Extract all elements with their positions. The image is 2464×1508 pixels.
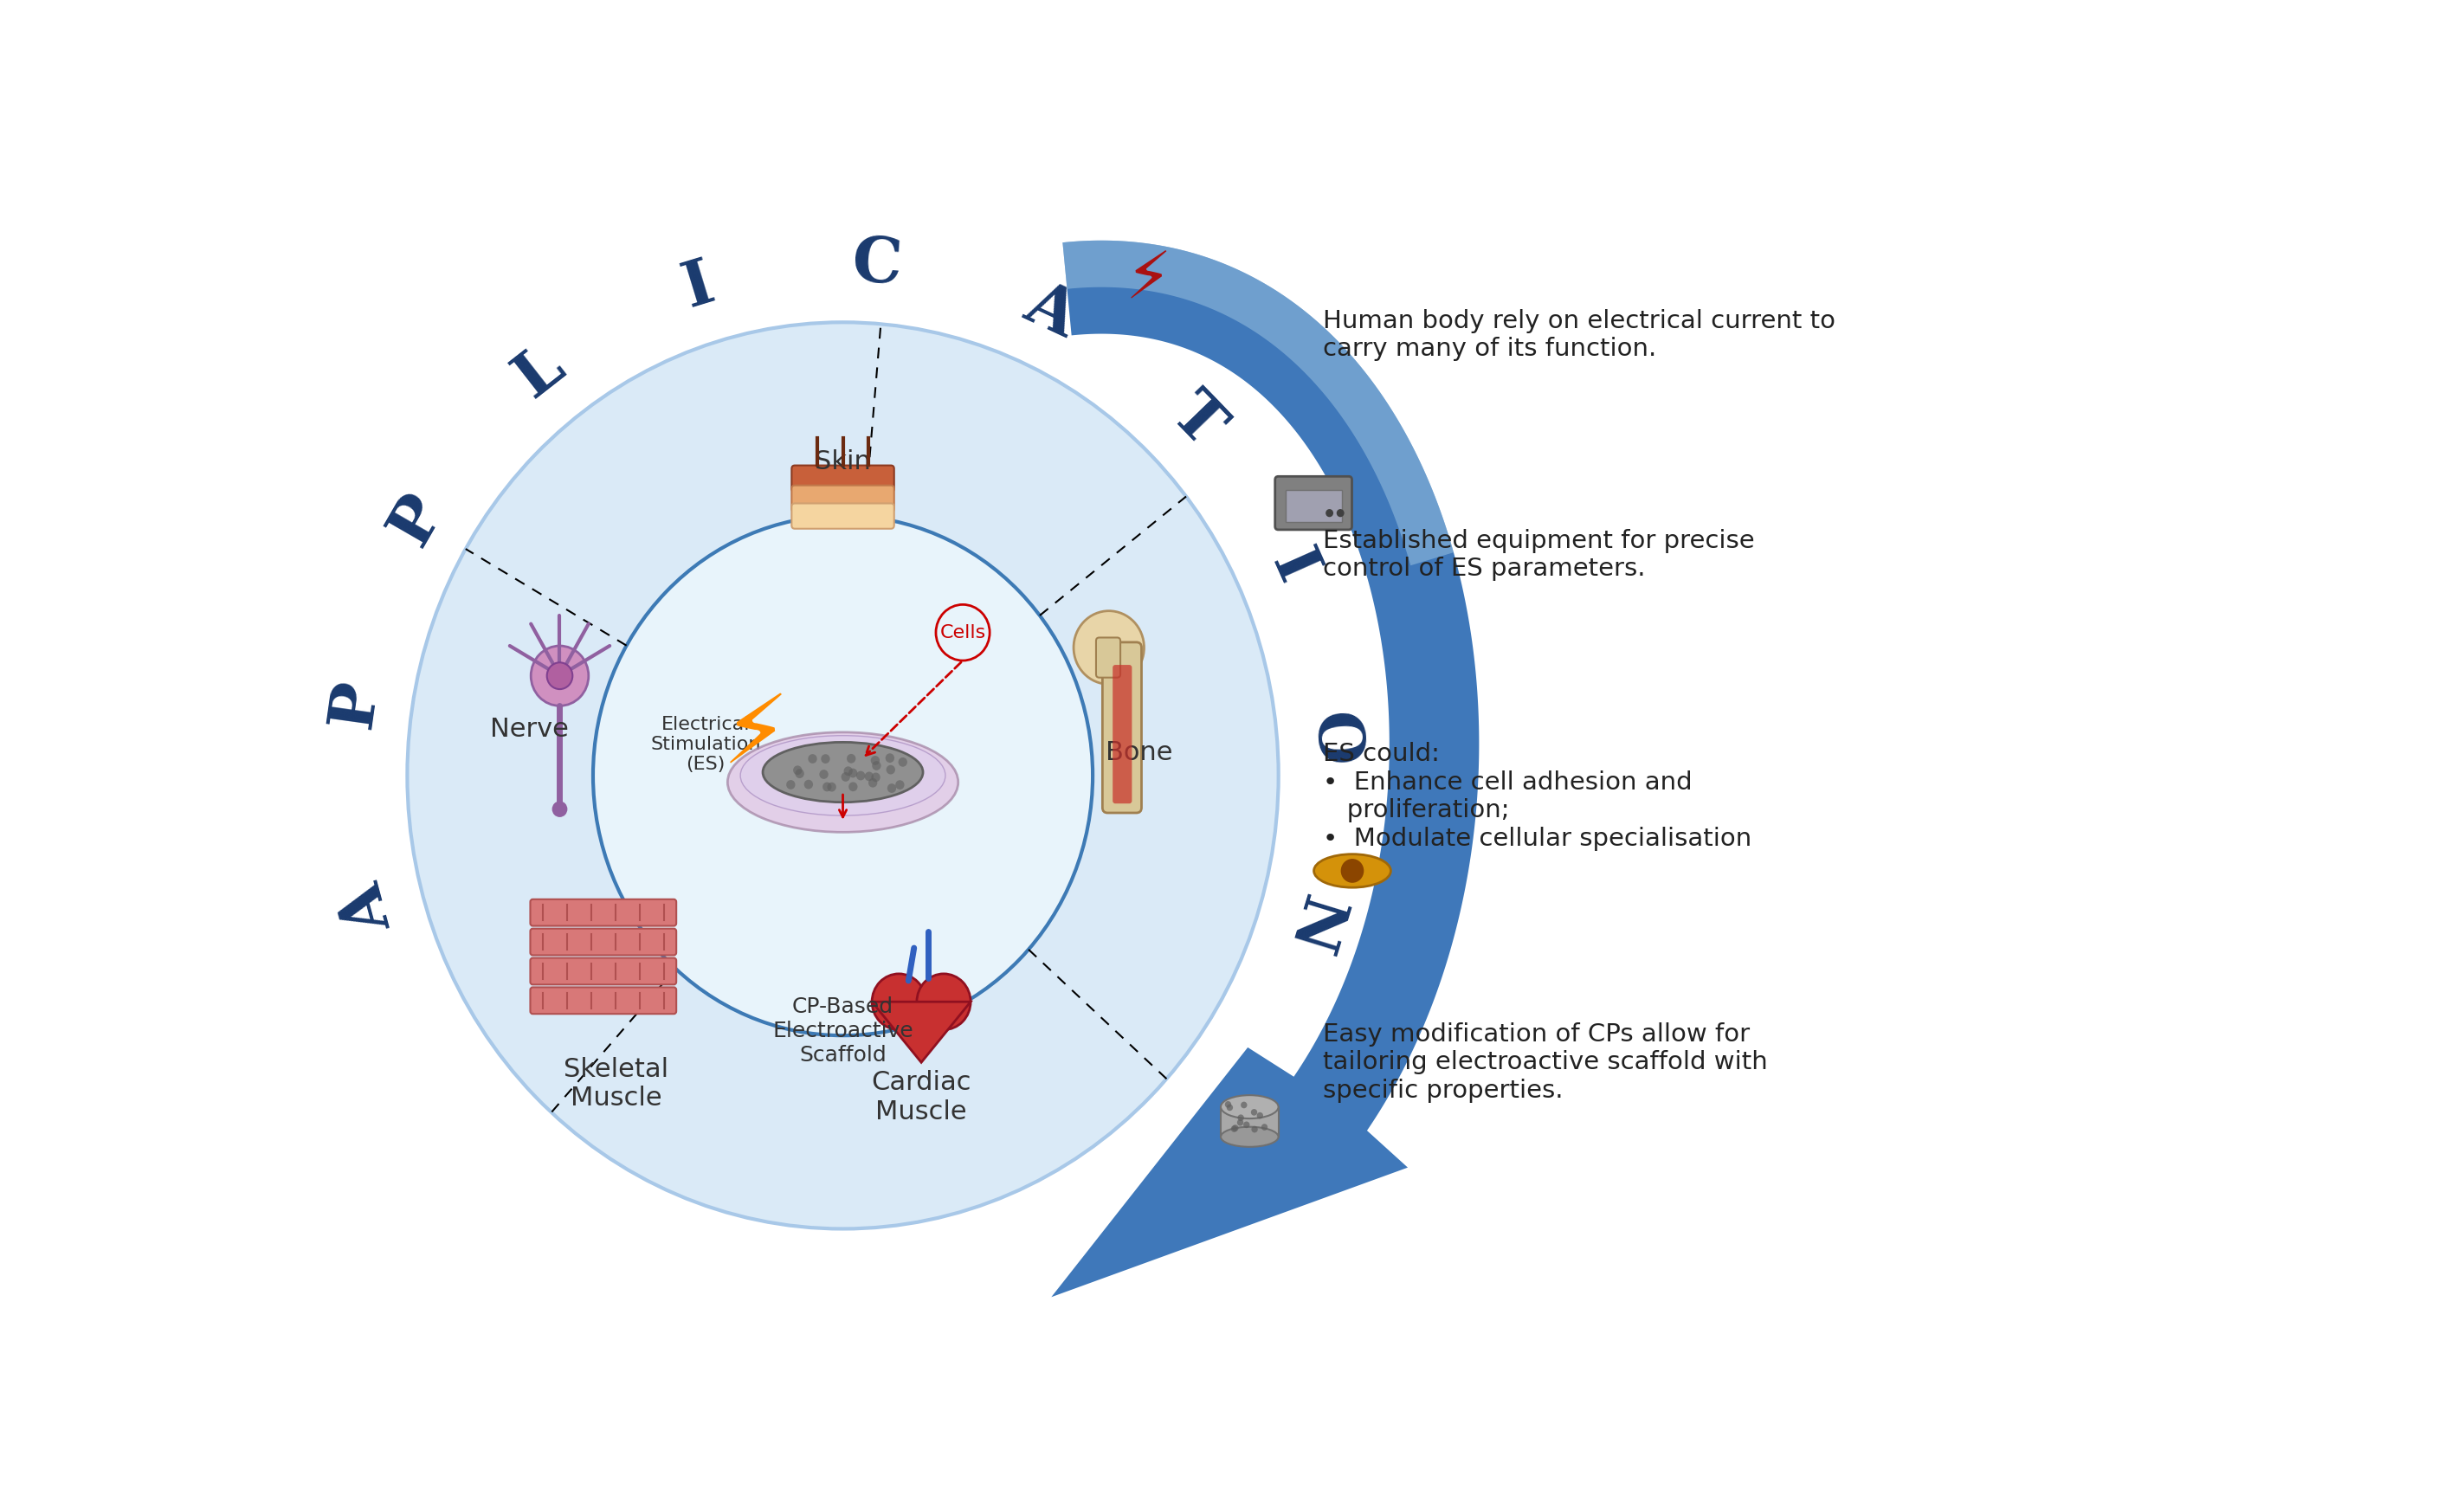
Text: ⚡: ⚡ (1124, 249, 1170, 314)
Circle shape (796, 775, 806, 784)
Circle shape (865, 784, 875, 793)
Text: Electrical
Stimulation
(ES): Electrical Stimulation (ES) (650, 716, 761, 774)
Text: Easy modification of CPs allow for
tailoring electroactive scaffold with
specifi: Easy modification of CPs allow for tailo… (1323, 1022, 1769, 1102)
Circle shape (1340, 860, 1365, 882)
Circle shape (1237, 1114, 1244, 1120)
Circle shape (1326, 510, 1333, 517)
Circle shape (1074, 611, 1143, 685)
Circle shape (547, 662, 572, 689)
Ellipse shape (764, 742, 924, 802)
FancyBboxPatch shape (1101, 642, 1141, 813)
Polygon shape (872, 1001, 971, 1063)
Circle shape (823, 772, 830, 781)
Circle shape (806, 774, 816, 784)
Circle shape (1262, 1123, 1266, 1131)
Text: Established equipment for precise
control of ES parameters.: Established equipment for precise contro… (1323, 529, 1754, 581)
FancyBboxPatch shape (791, 486, 894, 513)
Text: Human body rely on electrical current to
carry many of its function.: Human body rely on electrical current to… (1323, 309, 1836, 362)
FancyBboxPatch shape (791, 466, 894, 492)
Text: T: T (1158, 382, 1234, 458)
Ellipse shape (1313, 854, 1390, 888)
Circle shape (1257, 1113, 1264, 1119)
Circle shape (857, 777, 865, 787)
FancyBboxPatch shape (530, 988, 675, 1013)
FancyBboxPatch shape (530, 929, 675, 955)
Circle shape (1252, 1108, 1257, 1116)
Text: I: I (675, 252, 722, 320)
Circle shape (853, 752, 860, 762)
Text: L: L (503, 335, 577, 410)
FancyBboxPatch shape (530, 958, 675, 985)
Text: Nerve: Nerve (490, 716, 569, 742)
Circle shape (872, 778, 880, 787)
Text: P: P (377, 484, 456, 555)
Text: N: N (1276, 890, 1350, 962)
Circle shape (892, 781, 902, 790)
FancyBboxPatch shape (530, 899, 675, 926)
Circle shape (897, 759, 907, 768)
Circle shape (1225, 1101, 1232, 1108)
Circle shape (781, 759, 791, 768)
Text: CP-Based
Electroactive
Scaffold: CP-Based Electroactive Scaffold (771, 997, 914, 1066)
FancyBboxPatch shape (1274, 477, 1353, 529)
Polygon shape (1052, 240, 1478, 1297)
Circle shape (1227, 1104, 1232, 1111)
FancyBboxPatch shape (1220, 1107, 1279, 1137)
Circle shape (1232, 1125, 1239, 1131)
Circle shape (774, 760, 784, 769)
Ellipse shape (727, 733, 958, 832)
Circle shape (801, 752, 811, 762)
Circle shape (917, 974, 971, 1030)
Circle shape (796, 777, 806, 786)
Circle shape (872, 974, 926, 1030)
Text: I: I (1259, 541, 1326, 593)
Text: A: A (1015, 273, 1087, 350)
Circle shape (830, 769, 838, 778)
Text: O: O (1301, 710, 1368, 769)
Text: A: A (333, 876, 404, 939)
Circle shape (1242, 1102, 1247, 1108)
Circle shape (594, 516, 1092, 1036)
Circle shape (776, 775, 786, 786)
Circle shape (793, 752, 803, 762)
Circle shape (779, 778, 786, 787)
Circle shape (1252, 1126, 1257, 1133)
FancyBboxPatch shape (791, 504, 894, 529)
Circle shape (1237, 1119, 1244, 1126)
FancyBboxPatch shape (1114, 665, 1131, 804)
Text: Cardiac
Muscle: Cardiac Muscle (872, 1071, 971, 1125)
Ellipse shape (1220, 1126, 1279, 1148)
Circle shape (1232, 1125, 1237, 1133)
FancyBboxPatch shape (1096, 638, 1121, 677)
Circle shape (818, 757, 825, 766)
Polygon shape (1062, 240, 1454, 566)
FancyBboxPatch shape (1286, 490, 1343, 522)
Circle shape (894, 777, 904, 786)
Text: Cells: Cells (939, 624, 986, 641)
Circle shape (865, 763, 875, 772)
Text: C: C (850, 232, 904, 297)
Text: P: P (323, 677, 389, 731)
Text: Skin: Skin (816, 449, 870, 475)
Text: ES could:
•  Enhance cell adhesion and
   proliferation;
•  Modulate cellular sp: ES could: • Enhance cell adhesion and pr… (1323, 742, 1752, 851)
Text: Bone: Bone (1106, 740, 1173, 766)
Circle shape (798, 765, 806, 774)
Ellipse shape (1220, 1095, 1279, 1119)
Circle shape (530, 645, 589, 706)
Text: Skeletal
Muscle: Skeletal Muscle (564, 1057, 668, 1111)
Text: ⚡: ⚡ (722, 691, 788, 783)
Circle shape (781, 751, 788, 762)
Circle shape (887, 780, 897, 789)
Circle shape (875, 765, 885, 774)
Circle shape (407, 323, 1279, 1229)
Circle shape (1335, 510, 1345, 517)
Circle shape (1244, 1122, 1249, 1128)
Ellipse shape (739, 736, 946, 816)
Circle shape (552, 801, 567, 817)
Circle shape (845, 783, 855, 792)
